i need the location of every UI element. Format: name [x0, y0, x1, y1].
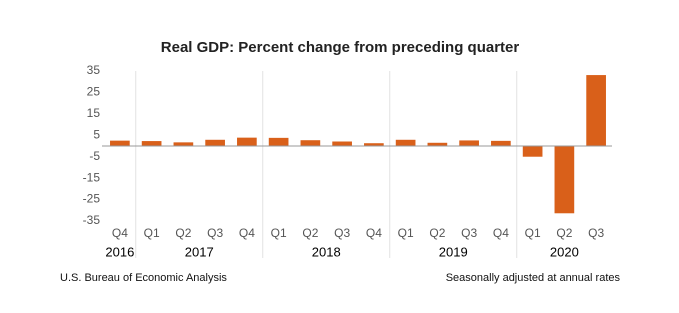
x-tick-label: Q2 [556, 226, 572, 240]
bar [395, 139, 416, 146]
year-label: 2016 [105, 244, 134, 259]
y-tick-label: 5 [93, 127, 100, 141]
bar [237, 137, 257, 146]
x-tick-label: Q3 [207, 226, 223, 240]
y-tick-label: 35 [87, 63, 101, 77]
x-tick-label: Q3 [461, 226, 477, 240]
bar [522, 146, 543, 157]
bar [364, 143, 384, 146]
year-label: 2018 [312, 244, 341, 259]
bar [205, 139, 225, 146]
y-tick-label: -5 [89, 149, 100, 163]
bar [110, 140, 130, 146]
x-tick-label: Q1 [144, 226, 160, 240]
year-label: 2020 [550, 244, 579, 259]
y-tick-label: 15 [87, 106, 101, 120]
y-tick-label: -35 [83, 213, 101, 227]
x-tick-label: Q2 [302, 226, 318, 240]
x-tick-label: Q4 [112, 226, 128, 240]
bar [586, 75, 606, 146]
bar [459, 140, 479, 146]
y-tick-label: -15 [83, 170, 101, 184]
bar [300, 140, 321, 146]
y-tick-label: -25 [83, 192, 101, 206]
source: U.S. Bureau of Economic Analysis [60, 272, 227, 284]
bar [268, 137, 289, 146]
x-tick-label: Q1 [525, 226, 541, 240]
x-tick-label: Q2 [429, 226, 445, 240]
x-tick-label: Q3 [588, 226, 604, 240]
x-tick-label: Q2 [175, 226, 191, 240]
year-label: 2017 [185, 244, 214, 259]
year-label: 2019 [439, 244, 468, 259]
bar [173, 142, 194, 146]
bar [141, 141, 162, 146]
x-tick-label: Q1 [271, 226, 287, 240]
x-tick-label: Q4 [493, 226, 509, 240]
x-tick-label: Q1 [398, 226, 414, 240]
x-tick-label: Q3 [334, 226, 350, 240]
note: Seasonally adjusted at annual rates [446, 272, 621, 284]
bar [332, 141, 352, 146]
bar [491, 140, 511, 146]
bar [427, 142, 448, 146]
x-tick-label: Q4 [239, 226, 255, 240]
x-tick-label: Q4 [366, 226, 382, 240]
y-tick-label: 25 [87, 85, 101, 99]
chart-title: Real GDP: Percent change from preceding … [161, 39, 520, 56]
bar [554, 146, 575, 214]
